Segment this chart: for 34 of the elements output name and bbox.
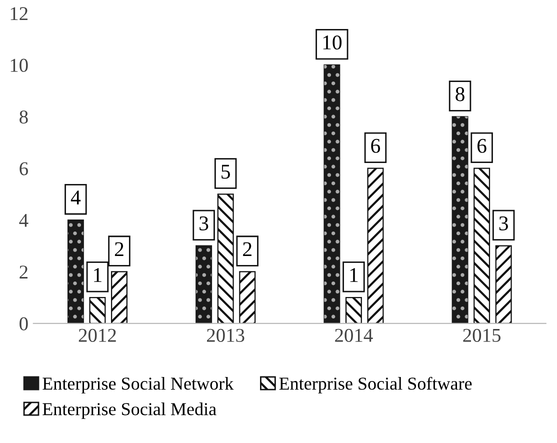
bar — [367, 168, 384, 324]
y-tick-label: 4 — [19, 214, 28, 227]
y-tick-label: 6 — [20, 162, 28, 176]
data-label: 10 — [323, 35, 342, 50]
bar — [217, 194, 234, 324]
data-label: 8 — [456, 87, 464, 102]
x-tick-label: 2015 — [463, 328, 500, 342]
legend-label: Enterprise Social Media — [42, 402, 216, 419]
x-tick-label: 2014 — [335, 328, 373, 342]
data-label: 3 — [200, 216, 208, 230]
bar — [239, 271, 256, 324]
data-label: 1 — [350, 268, 358, 282]
legend-label: Enterprise Social Software — [279, 376, 472, 394]
data-label: 2 — [243, 242, 252, 256]
y-tick-label: 8 — [20, 110, 28, 124]
data-label: 2 — [114, 242, 124, 256]
legend-label: Enterprise Social Network — [42, 377, 234, 394]
data-label: 6 — [371, 138, 380, 153]
y-tick-label: 12 — [10, 7, 28, 20]
y-tick-label: 10 — [10, 58, 28, 72]
bar — [111, 271, 128, 324]
y-tick-label: 2 — [20, 266, 28, 278]
bar — [89, 296, 106, 324]
bar — [495, 245, 512, 324]
bar — [474, 168, 490, 324]
data-label: 5 — [222, 164, 230, 179]
x-tick-label: 2013 — [206, 328, 244, 342]
data-label: 6 — [477, 138, 486, 153]
data-label: 4 — [70, 190, 81, 204]
data-label: 1 — [94, 268, 102, 282]
x-tick-label: 2012 — [78, 328, 116, 342]
bar — [345, 296, 362, 324]
data-label: 3 — [499, 216, 508, 230]
y-tick-label: 0 — [20, 317, 28, 330]
